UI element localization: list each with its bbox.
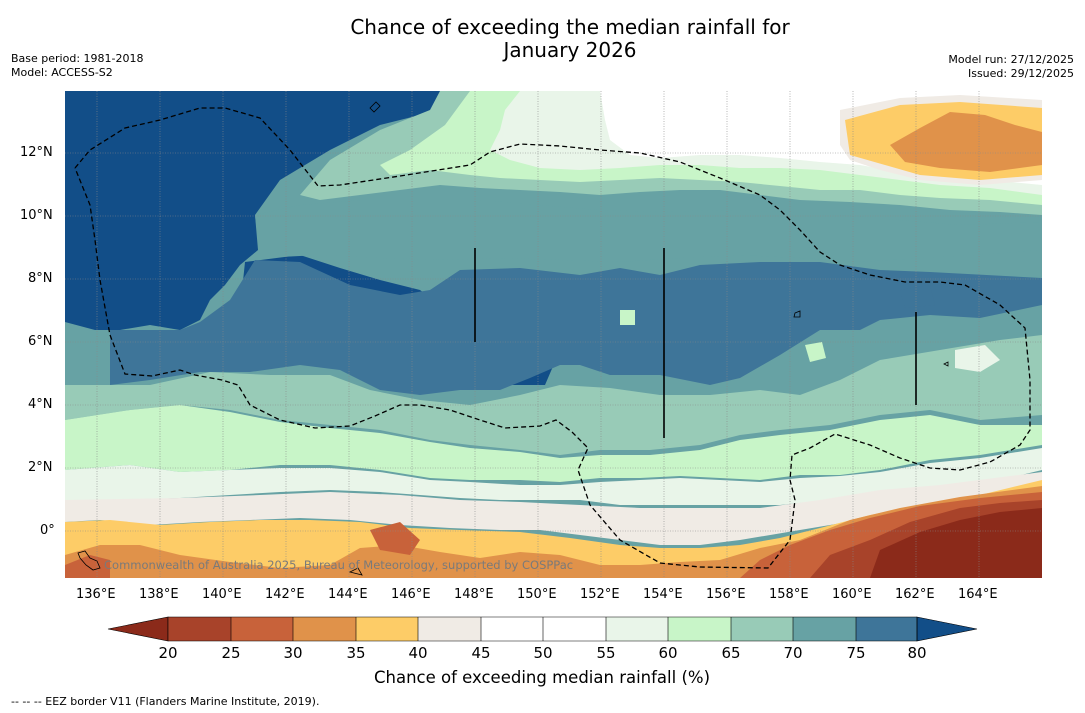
colorbar-swatch: [668, 617, 731, 641]
colorbar-swatch: [731, 617, 793, 641]
lon-label: 146°E: [391, 587, 431, 602]
colorbar-swatch: [481, 617, 543, 641]
colorbar-tick: 70: [783, 644, 803, 662]
colorbar-extend-low: [107, 616, 169, 642]
lat-label: 12°N: [20, 145, 53, 160]
copyright-note: Commonwealth of Australia 2025, Bureau o…: [104, 558, 574, 572]
colorbar-extend-high: [916, 616, 978, 642]
base-period: Base period: 1981-2018: [11, 52, 144, 65]
map-contours: [65, 91, 1042, 578]
lat-label: 0°: [40, 523, 55, 538]
lon-label: 138°E: [139, 587, 179, 602]
lon-label: 160°E: [832, 587, 872, 602]
eez-borders: [74, 107, 1031, 569]
colorbar-swatch: [856, 617, 917, 641]
lon-label: 142°E: [265, 587, 305, 602]
lat-label: 8°N: [28, 271, 53, 286]
islands: [77, 101, 949, 576]
colorbar-tick: 20: [158, 644, 178, 662]
lon-label: 148°E: [454, 587, 494, 602]
colorbar: [107, 616, 978, 642]
lon-label: 144°E: [328, 587, 368, 602]
colorbar-swatch: [606, 617, 668, 641]
lat-label: 4°N: [28, 397, 53, 412]
colorbar-tick: 45: [471, 644, 491, 662]
colorbar-swatch: [543, 617, 606, 641]
colorbar-swatch: [168, 617, 231, 641]
title-line-1: Chance of exceeding the median rainfall …: [350, 15, 790, 39]
lon-label: 150°E: [517, 587, 557, 602]
colorbar-tick: 35: [346, 644, 366, 662]
eez-legend-note: -- -- -- EEZ border V11 (Flanders Marine…: [11, 695, 320, 708]
colorbar-tick: 55: [596, 644, 616, 662]
colorbar-tick: 75: [846, 644, 866, 662]
lat-label: 10°N: [20, 208, 53, 223]
colorbar-tick: 65: [721, 644, 741, 662]
lat-label: 2°N: [28, 460, 53, 475]
model-run: Model run: 27/12/2025: [948, 53, 1074, 66]
lon-label: 164°E: [958, 587, 998, 602]
colorbar-swatch: [293, 617, 356, 641]
colorbar-tick: 50: [533, 644, 553, 662]
lat-label: 6°N: [28, 334, 53, 349]
title-line-2: January 2026: [503, 38, 637, 62]
colorbar-tick: 25: [221, 644, 241, 662]
lon-label: 158°E: [769, 587, 809, 602]
region-dividers: [474, 248, 917, 438]
lon-label: 136°E: [76, 587, 116, 602]
colorbar-swatch: [356, 617, 418, 641]
issued-date: Issued: 29/12/2025: [967, 67, 1074, 80]
colorbar-tick: 30: [283, 644, 303, 662]
colorbar-swatch: [231, 617, 293, 641]
colorbar-tick: 80: [907, 644, 927, 662]
colorbar-swatch: [418, 617, 481, 641]
lon-label: 140°E: [202, 587, 242, 602]
lon-label: 152°E: [580, 587, 620, 602]
lon-label: 156°E: [706, 587, 746, 602]
lon-label: 154°E: [643, 587, 683, 602]
colorbar-tick: 60: [658, 644, 678, 662]
colorbar-tick: 40: [408, 644, 428, 662]
colorbar-swatch: [793, 617, 856, 641]
colorbar-label: Chance of exceeding median rainfall (%): [373, 668, 711, 687]
model-name: Model: ACCESS-S2: [11, 66, 113, 79]
lon-label: 162°E: [895, 587, 935, 602]
